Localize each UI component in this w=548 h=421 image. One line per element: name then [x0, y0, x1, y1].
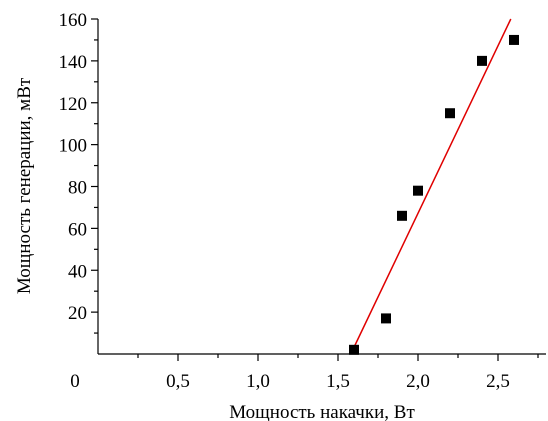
- data-point: [349, 344, 359, 355]
- x-tick-label: 0,5: [166, 371, 190, 392]
- x-axis-label: Мощность накачки, Вт: [229, 402, 415, 421]
- data-point: [381, 313, 391, 324]
- x-tick-label: 1,0: [246, 371, 270, 392]
- y-tick-label: 60: [68, 219, 87, 240]
- data-point: [413, 185, 423, 196]
- data-point: [509, 34, 519, 45]
- x-tick-label: 1,5: [326, 371, 350, 392]
- ticks: [91, 18, 539, 361]
- y-tick-label: 100: [59, 136, 88, 157]
- y-tick-label: 160: [59, 10, 88, 31]
- x-tick-label: 2,5: [486, 371, 510, 392]
- data-point: [445, 108, 455, 119]
- y-tick-label: 40: [68, 261, 87, 282]
- tick-labels: 0,5 1,0 1,5 2,0 2,5 20 40 60 80 100 120 140 160: [59, 10, 510, 392]
- origin-label: 0: [70, 371, 80, 392]
- y-tick-label: 120: [59, 94, 88, 115]
- y-tick-label: 80: [68, 178, 87, 199]
- fit-line: [350, 18, 512, 355]
- data-point: [477, 55, 487, 66]
- plot-area: [349, 18, 519, 355]
- y-tick-label: 140: [59, 52, 88, 73]
- data-point: [397, 210, 407, 221]
- axes: [97, 19, 546, 355]
- y-tick-label: 20: [68, 303, 87, 324]
- y-axis-label: Мощность генерации, мВт: [14, 77, 35, 294]
- x-tick-label: 2,0: [406, 371, 430, 392]
